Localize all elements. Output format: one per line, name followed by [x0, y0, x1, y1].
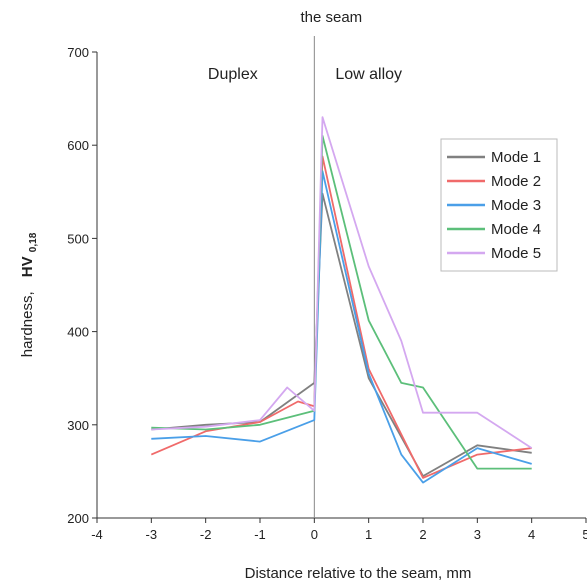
y-tick-label: 700 — [67, 45, 89, 60]
series-line-mode-3 — [151, 170, 532, 484]
region-labels: Duplex Low alloy — [208, 66, 402, 83]
x-tick-label: 1 — [365, 527, 372, 542]
y-tick-label: 600 — [67, 138, 89, 153]
series-line-mode-5 — [151, 116, 533, 449]
x-tick-label: 4 — [528, 527, 535, 542]
y-axis-title: hardness, HV 0,18 — [19, 232, 39, 357]
series-line-mode-4 — [151, 134, 532, 470]
x-tick-label: -2 — [200, 527, 212, 542]
x-tick-label: 2 — [419, 527, 426, 542]
x-tick-label: -1 — [254, 527, 266, 542]
x-tick-label: 5 — [582, 527, 587, 542]
y-tick-label: 300 — [67, 418, 89, 433]
legend-label: Mode 5 — [491, 245, 541, 262]
legend-label: Mode 2 — [491, 173, 541, 190]
y-tick-label: 500 — [67, 231, 89, 246]
x-tick-label: -4 — [91, 527, 103, 542]
x-tick-label: 3 — [474, 527, 481, 542]
x-axis-title: Distance relative to the seam, mm — [245, 565, 472, 582]
series-lines — [150, 116, 533, 484]
region-label: Duplex — [208, 66, 258, 83]
legend-label: Mode 3 — [491, 197, 541, 214]
y-axis-title-subscript: 0,18 — [28, 232, 39, 252]
legend-label: Mode 1 — [491, 149, 541, 166]
region-label: Low alloy — [335, 66, 402, 83]
x-tick-label: 0 — [311, 527, 318, 542]
y-tick-label: 400 — [67, 325, 89, 340]
legend: Mode 1 Mode 2 Mode 3 Mode 4 Mode 5 — [440, 138, 558, 272]
chart-title: the seam — [300, 9, 362, 26]
y-axis-title-symbol: HV — [19, 256, 36, 277]
y-tick-label: 200 — [67, 511, 89, 526]
x-tick-label: -3 — [146, 527, 158, 542]
plot-area: -4 -3 -2 -1 0 1 2 3 4 5 200 300 400 500 600 700 — [67, 36, 587, 542]
y-axis-title-text: hardness, — [19, 291, 36, 357]
legend-label: Mode 4 — [491, 221, 541, 238]
